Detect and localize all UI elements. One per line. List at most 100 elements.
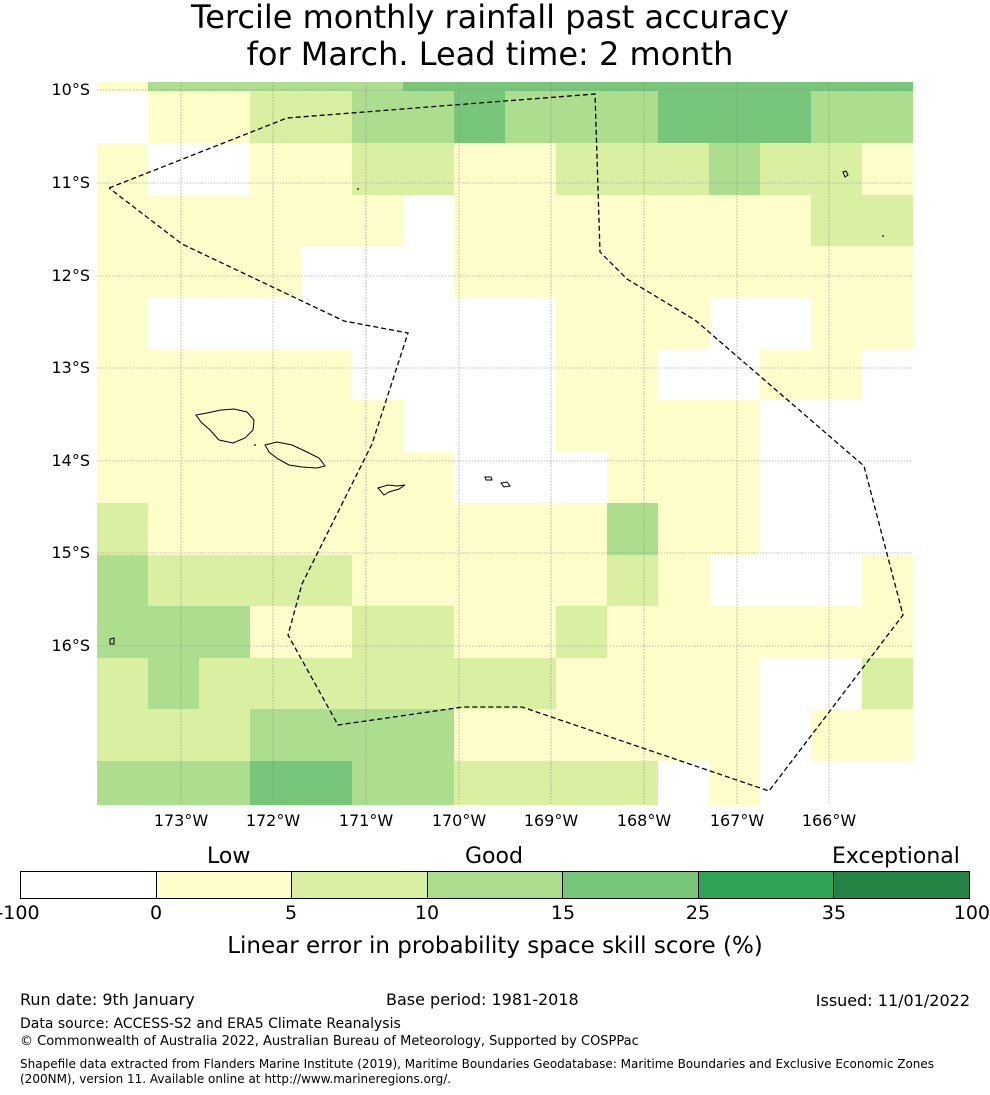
- skill-cell: [301, 143, 353, 196]
- skill-cell: [505, 709, 557, 762]
- lon-label-167w: 167°W: [709, 811, 765, 830]
- skill-cell: [811, 82, 863, 92]
- skill-cell: [199, 143, 251, 196]
- skill-cell: [607, 246, 659, 298]
- skill-cell: [607, 349, 659, 401]
- skill-cell: [709, 195, 761, 247]
- skill-cell: [862, 143, 913, 196]
- skill-cell: [658, 658, 710, 710]
- skill-cell: [250, 91, 302, 144]
- skill-cell: [352, 143, 404, 196]
- skill-cell: [556, 606, 608, 659]
- skill-cell: [862, 349, 913, 401]
- skill-cell: [301, 452, 353, 504]
- skill-cell: [97, 606, 149, 659]
- skill-cell: [352, 709, 404, 762]
- skill-cell: [862, 709, 913, 762]
- skill-cell: [658, 709, 710, 762]
- colorbar-segment: [563, 872, 699, 898]
- skill-cell: [250, 761, 302, 805]
- skill-map: [97, 82, 913, 805]
- skill-cell: [556, 82, 608, 92]
- colorbar: [20, 871, 970, 899]
- skill-cell: [250, 452, 302, 504]
- lat-label-14s: 14°S: [51, 451, 90, 470]
- run-date: Run date: 9th January: [20, 990, 195, 1009]
- lat-label-16s: 16°S: [51, 636, 90, 655]
- skill-cell: [556, 452, 608, 504]
- skill-cell: [352, 246, 404, 298]
- skill-cell: [505, 349, 557, 401]
- skill-cell: [250, 658, 302, 710]
- skill-cell: [403, 143, 455, 196]
- skill-cell: [454, 91, 506, 144]
- skill-cell: [862, 606, 913, 659]
- skill-cell: [760, 246, 812, 298]
- skill-cell: [760, 709, 812, 762]
- skill-cell: [607, 297, 659, 350]
- skill-cell: [658, 555, 710, 607]
- skill-cell: [301, 297, 353, 350]
- shapefile-credit-line-2: (200NM), version 11. Available online at…: [20, 1072, 452, 1086]
- colorbar-tick: -100: [0, 902, 40, 924]
- skill-cell: [199, 400, 251, 453]
- colorbar-segment: [21, 872, 157, 898]
- skill-cell: [454, 195, 506, 247]
- skill-cell: [454, 349, 506, 401]
- skill-cell: [556, 555, 608, 607]
- skill-cell: [556, 709, 608, 762]
- lon-label-170w: 170°W: [431, 811, 487, 830]
- skill-cell: [403, 452, 455, 504]
- skill-cell: [811, 195, 863, 247]
- skill-cell: [505, 555, 557, 607]
- skill-cell: [607, 555, 659, 607]
- skill-cell: [454, 503, 506, 556]
- skill-cell: [454, 761, 506, 805]
- skill-cell: [760, 349, 812, 401]
- colorbar-label: Linear error in probability space skill …: [227, 933, 763, 959]
- skill-cell: [709, 297, 761, 350]
- skill-cell: [97, 143, 149, 196]
- skill-cell: [199, 503, 251, 556]
- skill-cell: [403, 297, 455, 350]
- skill-cell: [301, 91, 353, 144]
- skill-cell: [607, 503, 659, 556]
- skill-cell: [454, 246, 506, 298]
- base-period: Base period: 1981-2018: [386, 990, 579, 1009]
- skill-cell: [760, 761, 812, 805]
- skill-cell: [403, 400, 455, 453]
- colorbar-category-good: Good: [465, 844, 523, 869]
- lat-label-15s: 15°S: [51, 543, 90, 562]
- skill-cell: [148, 297, 200, 350]
- lon-label-172w: 172°W: [245, 811, 301, 830]
- skill-cell: [250, 555, 302, 607]
- skill-cell: [97, 658, 149, 710]
- skill-cell: [148, 503, 200, 556]
- skill-cell: [454, 606, 506, 659]
- skill-cell: [862, 555, 913, 607]
- skill-cell: [709, 82, 761, 92]
- skill-cell: [352, 297, 404, 350]
- colorbar-category-exceptional: Exceptional: [832, 844, 960, 869]
- skill-cell: [760, 452, 812, 504]
- skill-cell: [250, 143, 302, 196]
- colorbar-tick: 5: [284, 902, 298, 924]
- skill-cell: [403, 246, 455, 298]
- skill-cell: [148, 452, 200, 504]
- colorbar-tick: 10: [414, 902, 440, 924]
- skill-cell: [199, 555, 251, 607]
- skill-cell: [556, 246, 608, 298]
- skill-cell: [352, 349, 404, 401]
- skill-cell: [148, 555, 200, 607]
- tau-island: [500, 481, 511, 488]
- skill-cell: [97, 400, 149, 453]
- skill-cell: [454, 143, 506, 196]
- skill-cell: [709, 349, 761, 401]
- southwest-islet: [109, 637, 115, 645]
- skill-cell: [862, 761, 913, 805]
- skill-cell: [199, 606, 251, 659]
- skill-cell: [148, 349, 200, 401]
- copyright: © Commonwealth of Australia 2022, Austra…: [20, 1034, 639, 1049]
- skill-cell: [97, 297, 149, 350]
- skill-cell: [301, 195, 353, 247]
